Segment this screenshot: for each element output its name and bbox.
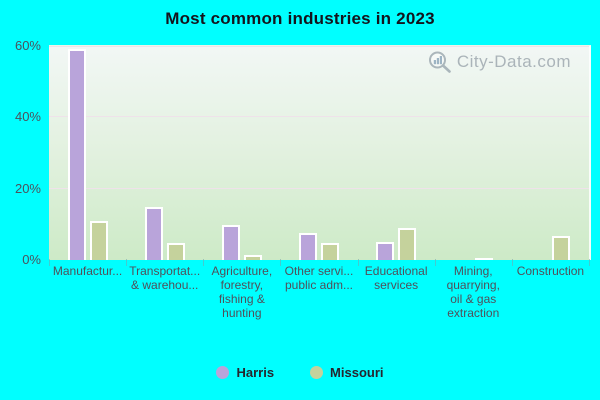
category-label-line: Construction: [516, 264, 585, 278]
x-tick-2: [203, 259, 205, 266]
x-tick-6: [511, 259, 513, 266]
category-label-agriculture-forestry-fishing-hunting: Agriculture, forestry, fishing & hunting: [203, 264, 280, 320]
legend-label-missouri: Missouri: [330, 365, 384, 380]
category-label-line: Other servi...: [284, 264, 354, 278]
bar-missouri-mining-quarrying-oil-gas-extraction: [475, 258, 494, 260]
category-label-line: services: [374, 278, 419, 292]
legend-label-harris: Harris: [236, 365, 275, 380]
legend-item-missouri: Missouri: [310, 365, 384, 380]
legend: Harris Missouri: [0, 365, 600, 380]
category-label-line: Mining,: [453, 264, 493, 278]
category-label-construction: Construction: [512, 264, 589, 278]
x-tick-1: [126, 259, 128, 266]
x-tick-5: [434, 259, 436, 266]
chart-title: Most common industries in 2023: [165, 9, 435, 28]
category-label-line: quarrying,: [446, 278, 500, 292]
category-label-mining-quarrying-oil-gas-extraction: Mining, quarrying, oil & gas extraction: [435, 264, 512, 320]
category-label-line: fishing &: [218, 292, 265, 306]
watermark-text: City-Data.com: [456, 52, 571, 71]
plot-area: City-Data.com: [49, 45, 591, 260]
bar-missouri-transportat-warehou: [166, 242, 185, 260]
category-label-other-servi-public-adm: Other servi... public adm...: [280, 264, 357, 292]
category-label-educational-services: Educational services: [358, 264, 435, 292]
category-label-line: forestry,: [220, 278, 264, 292]
category-label-line: extraction: [447, 306, 500, 320]
category-label-line: Agriculture,: [211, 264, 273, 278]
bar-missouri-manufactur: [89, 221, 108, 260]
y-tick-label-0: 0%: [22, 252, 41, 267]
category-label-line: Manufactur...: [52, 264, 123, 278]
gridline-60: [49, 46, 589, 47]
x-tick-7: [589, 259, 590, 266]
bar-harris-agriculture-forestry-fishing-hunting: [221, 225, 240, 260]
category-label-line: oil & gas: [450, 292, 497, 306]
category-label-transportat-warehou: Transportat... & warehou...: [126, 264, 203, 292]
category-label-manufactur: Manufactur...: [49, 264, 126, 278]
bar-missouri-agriculture-forestry-fishing-hunting: [243, 255, 262, 260]
category-label-line: Transportat...: [129, 264, 201, 278]
x-tick-0: [49, 259, 50, 266]
legend-dot-missouri: [310, 366, 324, 379]
y-axis-labels: 0% 20% 40% 60%: [0, 38, 43, 267]
bar-harris-transportat-warehou: [144, 207, 163, 260]
category-label-line: hunting: [222, 306, 262, 320]
legend-item-harris: Harris: [216, 365, 274, 380]
x-tick-3: [280, 259, 282, 266]
watermark: City-Data.com: [427, 50, 571, 74]
bar-harris-other-servi-public-adm: [299, 233, 317, 260]
legend-dot-harris: [216, 366, 230, 379]
x-tick-4: [357, 259, 359, 266]
bar-harris-manufactur: [67, 48, 86, 260]
category-label-line: Educational: [364, 264, 428, 278]
bar-missouri-educational-services: [398, 227, 417, 260]
category-label-line: public adm...: [284, 278, 354, 292]
bar-missouri-other-servi-public-adm: [321, 242, 339, 260]
y-tick-label-40: 40%: [14, 109, 41, 125]
city-data-logo-icon: [428, 51, 451, 73]
bar-missouri-construction: [552, 235, 571, 260]
y-tick-label-20: 20%: [14, 180, 41, 196]
category-label-line: & warehou...: [131, 278, 199, 292]
gridline-20: [49, 187, 589, 189]
gridline-40: [49, 116, 589, 118]
y-tick-label-60: 60%: [14, 38, 41, 53]
bar-harris-educational-services: [376, 242, 395, 260]
